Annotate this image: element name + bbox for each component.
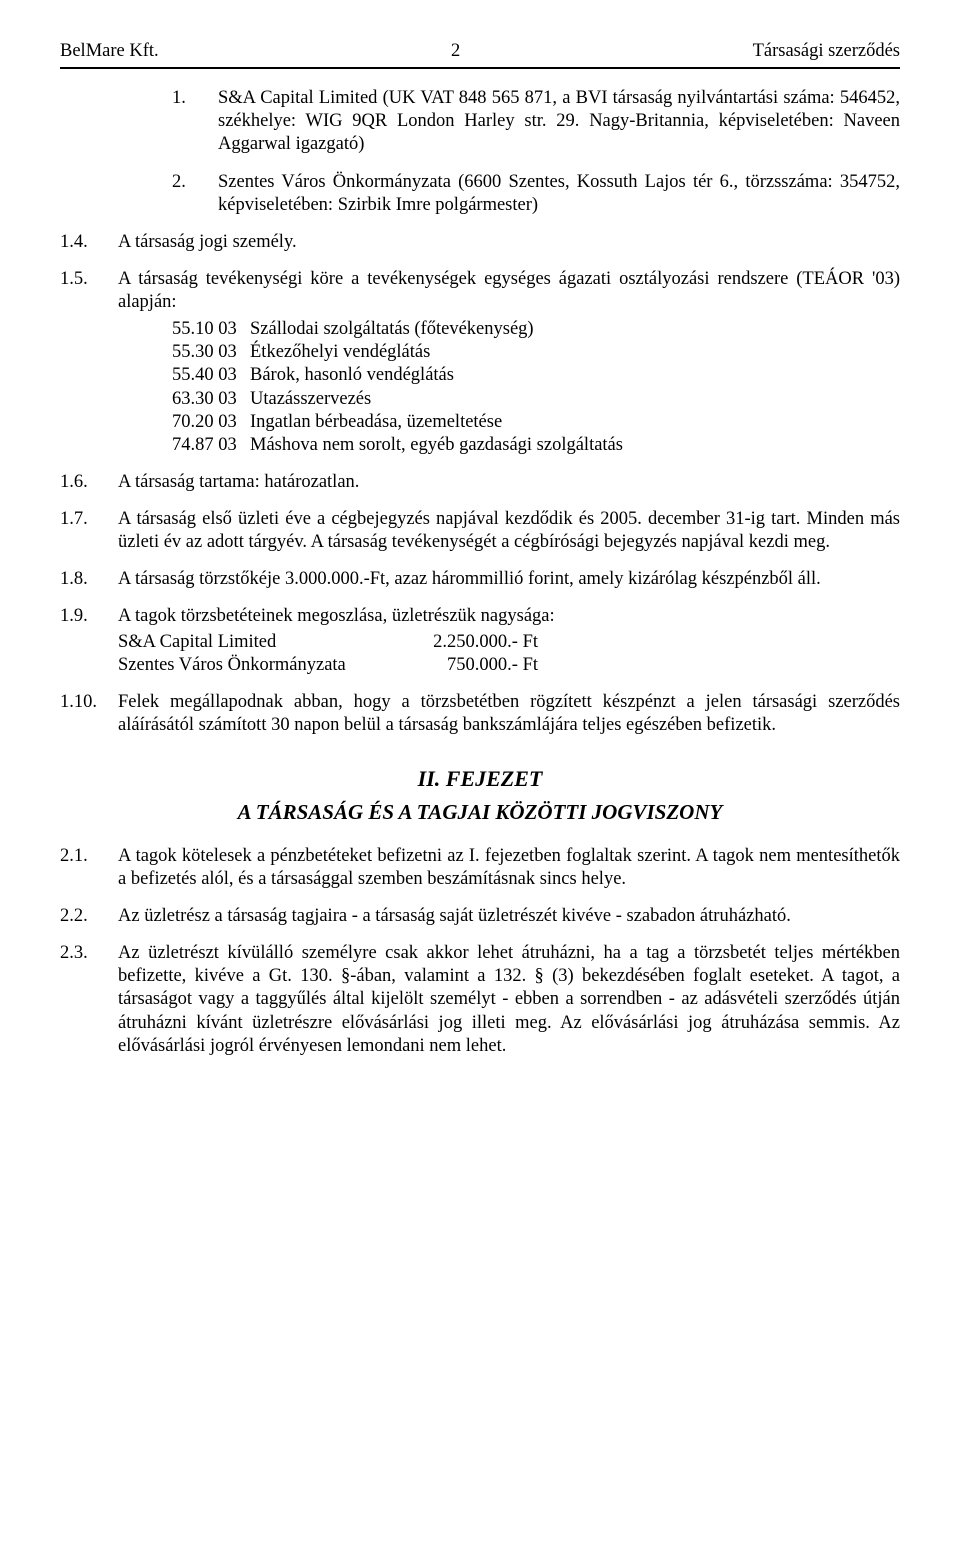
chapter-2-subtitle: A TÁRSASÁG ÉS A TAGJAI KÖZÖTTI JOGVISZON… [60,799,900,825]
para-2-2: 2.2. Az üzletrész a társaság tagjaira - … [60,905,900,928]
activity-list: 55.10 03 Szállodai szolgáltatás (főtevék… [172,318,900,457]
share-row-1: S&A Capital Limited 2.250.000.- Ft [118,631,900,654]
share-val-2: 750.000.- Ft [398,654,538,677]
member-item-1: 1. S&A Capital Limited (UK VAT 848 565 8… [172,87,900,156]
para-num-2-1: 2.1. [60,845,118,891]
para-num-2-2: 2.2. [60,905,118,928]
header-right: Társasági szerződés [753,40,900,63]
activity-text-6: Máshova nem sorolt, egyéb gazdasági szol… [250,434,900,457]
member-num-1: 1. [172,87,218,156]
para-num-1-5: 1.5. [60,268,118,314]
activity-code-5: 70.20 03 [172,411,250,434]
member-item-2: 2. Szentes Város Önkormányzata (6600 Sze… [172,171,900,217]
activity-code-3: 55.40 03 [172,364,250,387]
para-1-10: 1.10. Felek megállapodnak abban, hogy a … [60,691,900,737]
share-val-1: 2.250.000.- Ft [398,631,538,654]
para-body-1-7: A társaság első üzleti éve a cégbejegyzé… [118,508,900,554]
activity-item-6: 74.87 03 Máshova nem sorolt, egyéb gazda… [172,434,900,457]
member-list: 1. S&A Capital Limited (UK VAT 848 565 8… [172,87,900,217]
share-block: S&A Capital Limited 2.250.000.- Ft Szent… [118,631,900,677]
para-2-1: 2.1. A tagok kötelesek a pénzbetéteket b… [60,845,900,891]
para-body-2-2: Az üzletrész a társaság tagjaira - a tár… [118,905,900,928]
para-body-1-6: A társaság tartama: határozatlan. [118,471,900,494]
header-left: BelMare Kft. [60,40,159,63]
para-body-2-1: A tagok kötelesek a pénzbetéteket befize… [118,845,900,891]
para-1-8: 1.8. A társaság törzstőkéje 3.000.000.-F… [60,568,900,591]
activity-code-6: 74.87 03 [172,434,250,457]
activity-code-2: 55.30 03 [172,341,250,364]
activity-item-5: 70.20 03 Ingatlan bérbeadása, üzemelteté… [172,411,900,434]
activity-item-2: 55.30 03 Étkezőhelyi vendéglátás [172,341,900,364]
activity-item-4: 63.30 03 Utazásszervezés [172,388,900,411]
activity-text-4: Utazásszervezés [250,388,900,411]
para-body-2-3: Az üzletrészt kívülálló személyre csak a… [118,942,900,1058]
para-body-1-9: A tagok törzsbetéteinek megoszlása, üzle… [118,605,900,628]
chapter-2-title: II. FEJEZET [60,765,900,793]
activity-item-1: 55.10 03 Szállodai szolgáltatás (főtevék… [172,318,900,341]
member-text-2: Szentes Város Önkormányzata (6600 Szente… [218,171,900,217]
member-text-1: S&A Capital Limited (UK VAT 848 565 871,… [218,87,900,156]
activity-item-3: 55.40 03 Bárok, hasonló vendéglátás [172,364,900,387]
para-body-1-4: A társaság jogi személy. [118,231,900,254]
para-num-1-8: 1.8. [60,568,118,591]
activity-text-2: Étkezőhelyi vendéglátás [250,341,900,364]
para-num-1-4: 1.4. [60,231,118,254]
activity-code-1: 55.10 03 [172,318,250,341]
para-body-1-5: A társaság tevékenységi köre a tevékenys… [118,268,900,314]
para-num-1-9: 1.9. [60,605,118,628]
para-body-1-8: A társaság törzstőkéje 3.000.000.-Ft, az… [118,568,900,591]
para-num-1-6: 1.6. [60,471,118,494]
para-num-1-10: 1.10. [60,691,118,737]
para-num-2-3: 2.3. [60,942,118,1058]
para-num-1-7: 1.7. [60,508,118,554]
header-center: 2 [451,40,460,63]
member-num-2: 2. [172,171,218,217]
para-body-1-10: Felek megállapodnak abban, hogy a törzsb… [118,691,900,737]
share-row-2: Szentes Város Önkormányzata 750.000.- Ft [118,654,900,677]
activity-code-4: 63.30 03 [172,388,250,411]
activity-text-5: Ingatlan bérbeadása, üzemeltetése [250,411,900,434]
para-1-7: 1.7. A társaság első üzleti éve a cégbej… [60,508,900,554]
activity-text-1: Szállodai szolgáltatás (főtevékenység) [250,318,900,341]
para-1-4: 1.4. A társaság jogi személy. [60,231,900,254]
para-1-9: 1.9. A tagok törzsbetéteinek megoszlása,… [60,605,900,628]
share-name-2: Szentes Város Önkormányzata [118,654,398,677]
header-rule [60,67,900,69]
activity-text-3: Bárok, hasonló vendéglátás [250,364,900,387]
share-name-1: S&A Capital Limited [118,631,398,654]
para-1-6: 1.6. A társaság tartama: határozatlan. [60,471,900,494]
para-1-5: 1.5. A társaság tevékenységi köre a tevé… [60,268,900,314]
page-header: BelMare Kft. 2 Társasági szerződés [60,40,900,63]
para-2-3: 2.3. Az üzletrészt kívülálló személyre c… [60,942,900,1058]
